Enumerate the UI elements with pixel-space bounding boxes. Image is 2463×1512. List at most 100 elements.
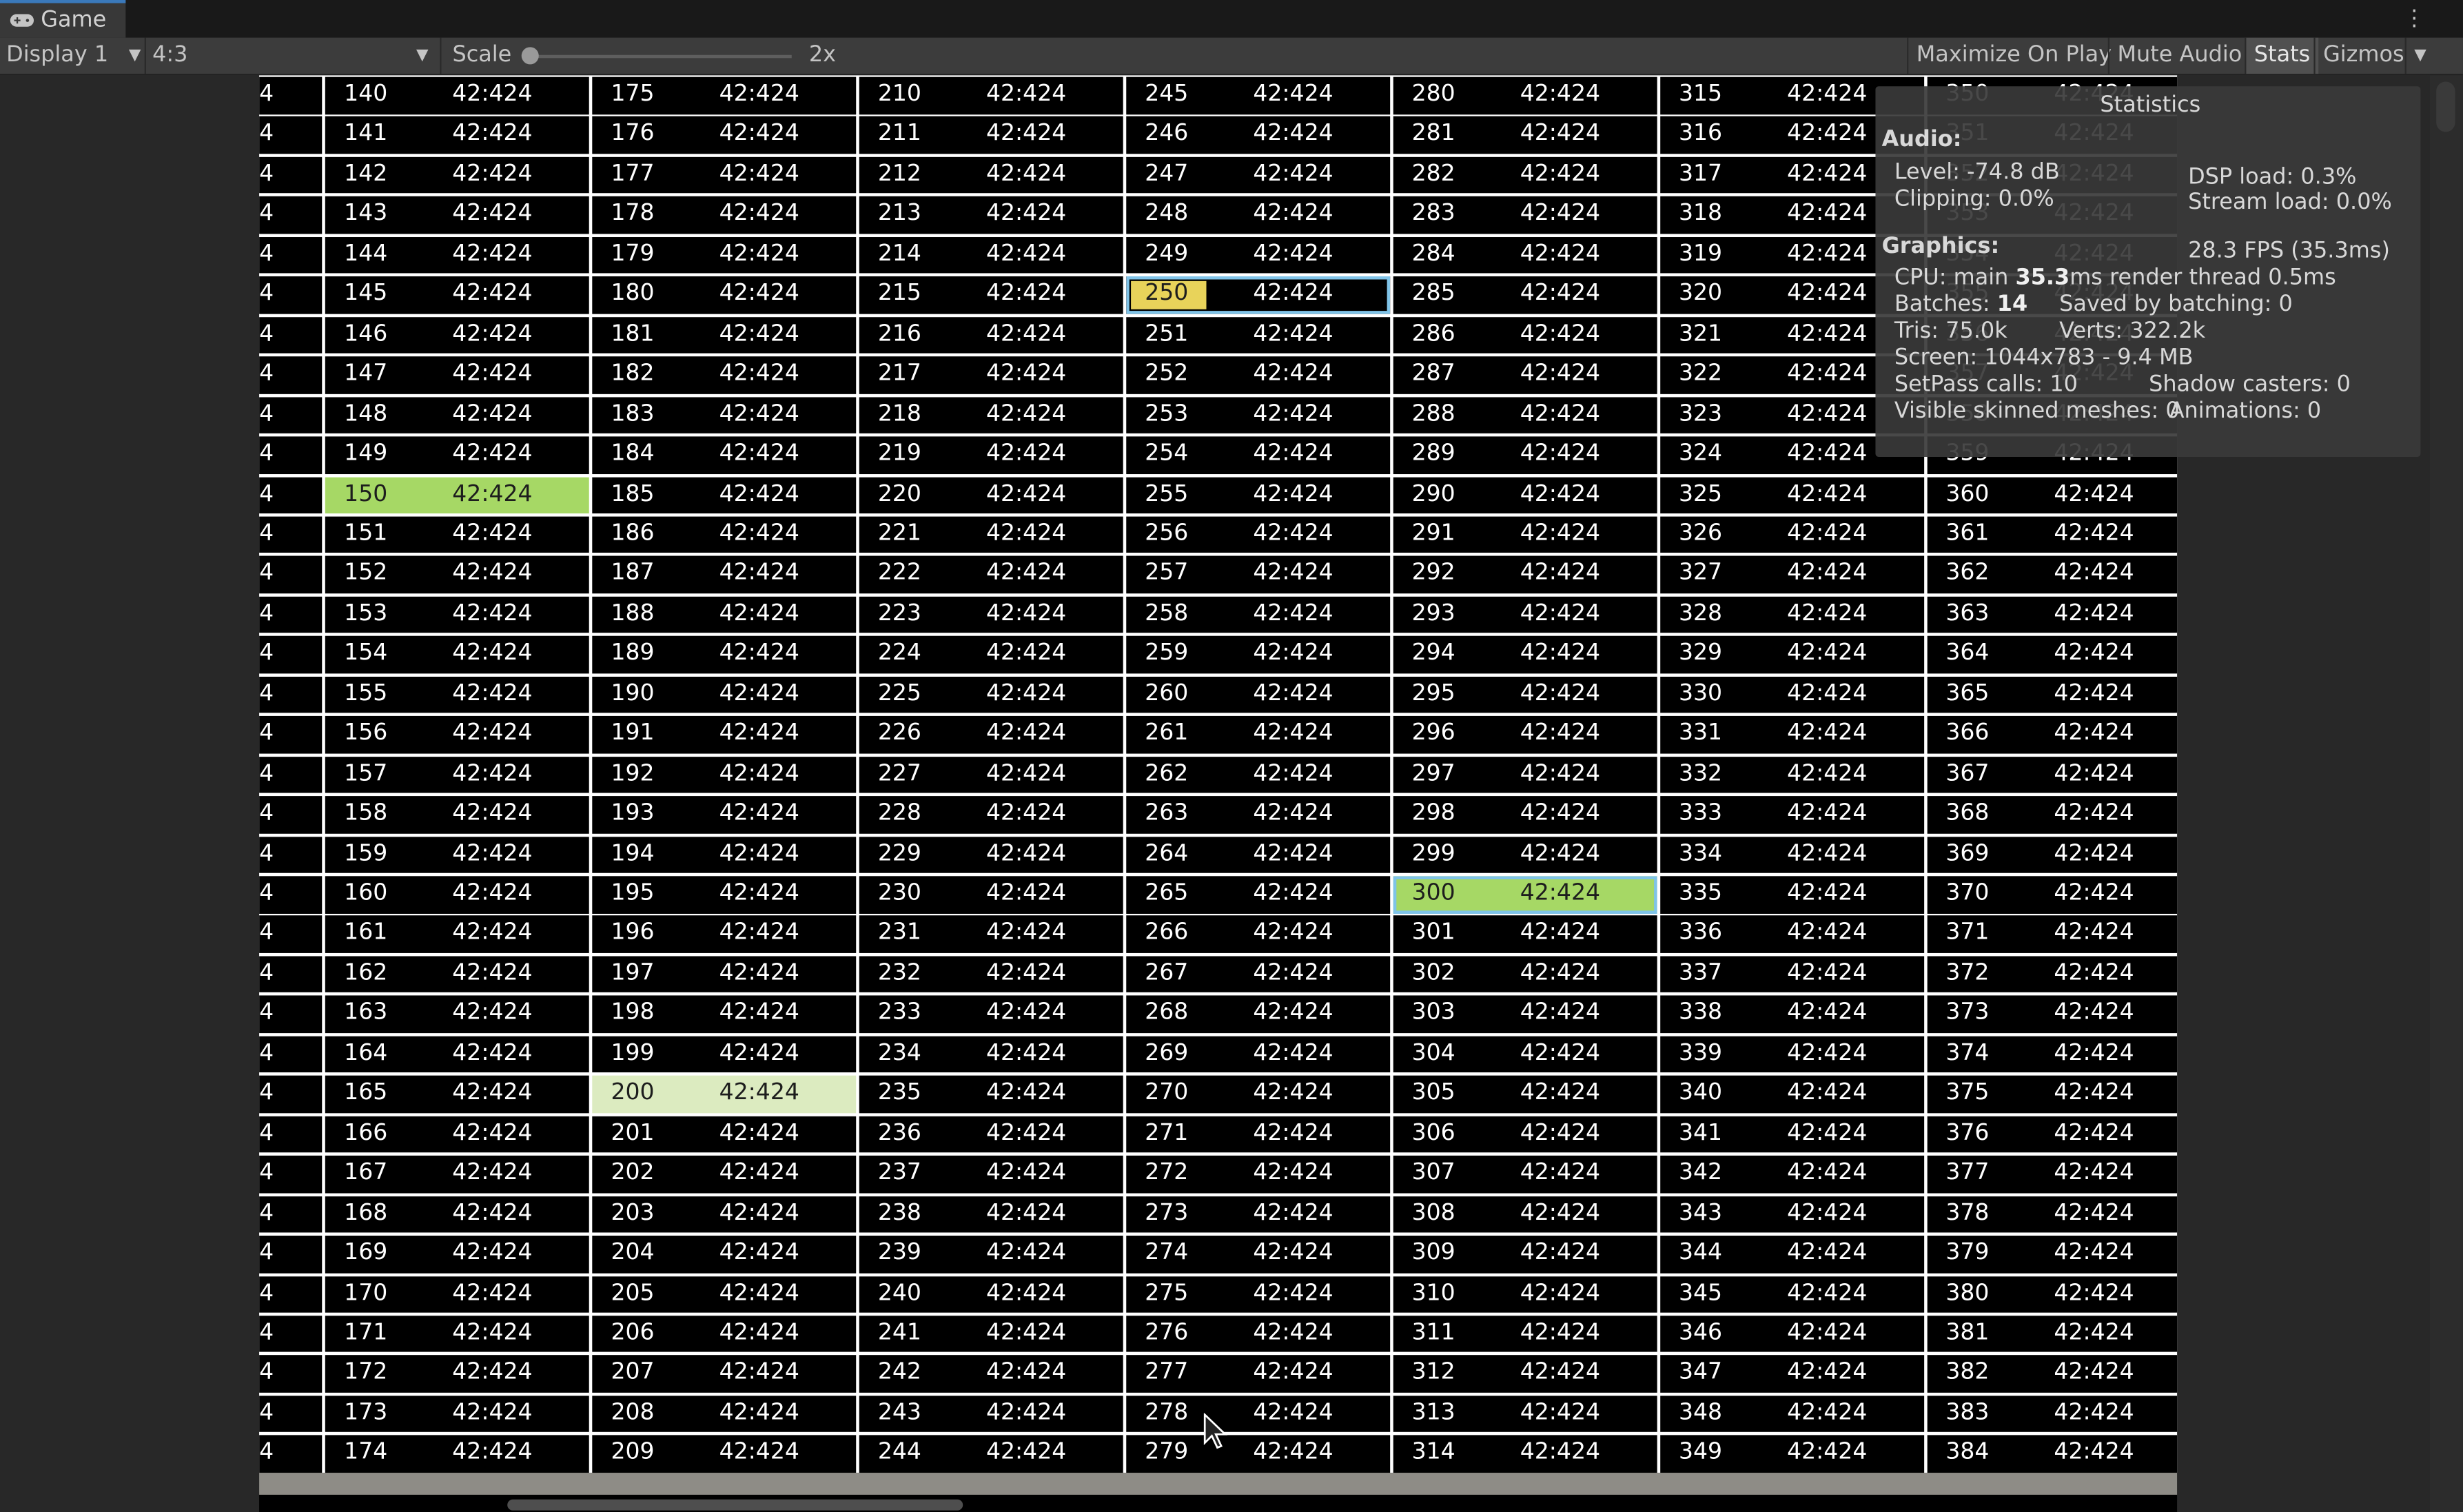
table-cell[interactable]: 235 42:424 xyxy=(859,1076,1123,1113)
table-cell[interactable]: 327 42:424 xyxy=(1659,556,1924,593)
table-cell[interactable]: 162 42:424 xyxy=(325,956,589,993)
table-cell[interactable]: 214 42:424 xyxy=(859,236,1123,274)
table-cell[interactable]: 314 42:424 xyxy=(1393,1436,1657,1473)
table-cell[interactable]: 280 42:424 xyxy=(1393,76,1657,114)
table-cell[interactable]: 168 42:424 xyxy=(325,1196,589,1233)
table-cell[interactable]: 186 42:424 xyxy=(592,516,856,553)
table-cell[interactable]: 192 42:424 xyxy=(592,756,856,793)
table-cell[interactable]: 360 42:424 xyxy=(1926,476,2178,514)
table-cell[interactable]: 143 42:424 xyxy=(325,196,589,234)
table-cell[interactable]: 372 42:424 xyxy=(1926,956,2178,993)
table-cell[interactable]: 144 42:424 xyxy=(325,236,589,274)
table-cell[interactable]: 260 42:424 xyxy=(1125,676,1390,713)
table-cell[interactable]: 148 42:424 xyxy=(325,396,589,434)
table-cell[interactable]: 289 42:424 xyxy=(1393,436,1657,474)
table-cell[interactable]: 151 42:424 xyxy=(325,516,589,553)
table-cell[interactable]: 213 42:424 xyxy=(859,196,1123,234)
table-cell[interactable]: 292 42:424 xyxy=(1393,556,1657,593)
aspect-dropdown[interactable]: 4:3 ▼ xyxy=(152,38,432,74)
scale-slider[interactable] xyxy=(527,54,792,59)
table-cell[interactable]: 313 42:424 xyxy=(1393,1396,1657,1433)
table-cell[interactable]: 334 42:424 xyxy=(1659,836,1924,873)
table-cell[interactable]: 264 42:424 xyxy=(1125,836,1390,873)
table-cell[interactable]: 326 42:424 xyxy=(1659,516,1924,553)
table-cell[interactable]: 337 42:424 xyxy=(1659,956,1924,993)
table-cell[interactable]: 263 42:424 xyxy=(1125,796,1390,833)
table-cell[interactable]: 299 42:424 xyxy=(1393,836,1657,873)
table-cell[interactable]: 366 42:424 xyxy=(1926,716,2178,753)
table-cell[interactable]: 255 42:424 xyxy=(1125,476,1390,514)
table-cell[interactable]: 245 42:424 xyxy=(1125,76,1390,114)
table-cell[interactable]: 362 42:424 xyxy=(1926,556,2178,593)
table-cell[interactable]: 282 42:424 xyxy=(1393,156,1657,194)
table-cell[interactable]: 287 42:424 xyxy=(1393,356,1657,394)
table-cell[interactable]: 230 42:424 xyxy=(859,876,1123,913)
table-cell[interactable]: 210 42:424 xyxy=(859,76,1123,114)
table-cell[interactable]: 198 42:424 xyxy=(592,996,856,1033)
table-cell[interactable]: 274 42:424 xyxy=(1125,1236,1390,1273)
table-cell[interactable]: 153 42:424 xyxy=(325,596,589,633)
table-cell[interactable]: 336 42:424 xyxy=(1659,916,1924,953)
table-cell[interactable]: 381 42:424 xyxy=(1926,1316,2178,1353)
table-cell[interactable]: 361 42:424 xyxy=(1926,516,2178,553)
table-cell[interactable]: 302 42:424 xyxy=(1393,956,1657,993)
table-cell[interactable]: 374 42:424 xyxy=(1926,1036,2178,1073)
table-cell[interactable]: 367 42:424 xyxy=(1926,756,2178,793)
table-cell[interactable]: 272 42:424 xyxy=(1125,1156,1390,1193)
table-cell[interactable]: 157 42:424 xyxy=(325,756,589,793)
table-cell[interactable]: 330 42:424 xyxy=(1659,676,1924,713)
table-cell[interactable]: 248 42:424 xyxy=(1125,196,1390,234)
mute-audio-button[interactable]: Mute Audio xyxy=(2107,37,2250,74)
table-cell[interactable]: 303 42:424 xyxy=(1393,996,1657,1033)
table-cell[interactable]: 365 42:424 xyxy=(1926,676,2178,713)
table-cell[interactable]: 345 42:424 xyxy=(1659,1276,1924,1313)
table-cell[interactable]: 222 42:424 xyxy=(859,556,1123,593)
table-cell[interactable]: 200 42:424 xyxy=(592,1076,856,1113)
table-cell[interactable]: 278 42:424 xyxy=(1125,1396,1390,1433)
table-cell[interactable]: 298 42:424 xyxy=(1393,796,1657,833)
table-cell[interactable]: 346 42:424 xyxy=(1659,1316,1924,1353)
table-cell[interactable]: 188 42:424 xyxy=(592,596,856,633)
table-cell[interactable]: 338 42:424 xyxy=(1659,996,1924,1033)
table-cell[interactable]: 348 42:424 xyxy=(1659,1396,1924,1433)
table-cell[interactable]: 229 42:424 xyxy=(859,836,1123,873)
table-cell[interactable]: 156 42:424 xyxy=(325,716,589,753)
table-cell[interactable]: 226 42:424 xyxy=(859,716,1123,753)
table-cell[interactable]: 220 42:424 xyxy=(859,476,1123,514)
table-cell[interactable]: 371 42:424 xyxy=(1926,916,2178,953)
table-cell[interactable]: 262 42:424 xyxy=(1125,756,1390,793)
table-cell[interactable]: 379 42:424 xyxy=(1926,1236,2178,1273)
table-cell[interactable]: 378 42:424 xyxy=(1926,1196,2178,1233)
table-cell[interactable]: 183 42:424 xyxy=(592,396,856,434)
table-cell[interactable]: 223 42:424 xyxy=(859,596,1123,633)
vertical-scrollbar[interactable] xyxy=(2430,75,2463,1512)
table-cell[interactable]: 277 42:424 xyxy=(1125,1356,1390,1393)
table-cell[interactable]: 224 42:424 xyxy=(859,636,1123,673)
table-cell[interactable]: 150 42:424 xyxy=(325,476,589,514)
stats-button[interactable]: Stats xyxy=(2245,37,2318,74)
table-cell[interactable]: 177 42:424 xyxy=(592,156,856,194)
table-cell[interactable]: 207 42:424 xyxy=(592,1356,856,1393)
table-cell[interactable]: 175 42:424 xyxy=(592,76,856,114)
table-cell[interactable]: 203 42:424 xyxy=(592,1196,856,1233)
table-cell[interactable]: 145 42:424 xyxy=(325,276,589,314)
table-cell[interactable]: 296 42:424 xyxy=(1393,716,1657,753)
table-cell[interactable]: 347 42:424 xyxy=(1659,1356,1924,1393)
table-cell[interactable]: 295 42:424 xyxy=(1393,676,1657,713)
table-cell[interactable]: 166 42:424 xyxy=(325,1116,589,1153)
table-cell[interactable]: 208 42:424 xyxy=(592,1396,856,1433)
table-cell[interactable]: 252 42:424 xyxy=(1125,356,1390,394)
table-cell[interactable]: 291 42:424 xyxy=(1393,516,1657,553)
table-cell[interactable]: 158 42:424 xyxy=(325,796,589,833)
table-cell[interactable]: 205 42:424 xyxy=(592,1276,856,1313)
table-cell[interactable]: 164 42:424 xyxy=(325,1036,589,1073)
table-cell[interactable]: 242 42:424 xyxy=(859,1356,1123,1393)
table-cell[interactable]: 171 42:424 xyxy=(325,1316,589,1353)
table-cell[interactable]: 270 42:424 xyxy=(1125,1076,1390,1113)
table-cell[interactable]: 179 42:424 xyxy=(592,236,856,274)
table-cell[interactable]: 266 42:424 xyxy=(1125,916,1390,953)
table-cell[interactable]: 199 42:424 xyxy=(592,1036,856,1073)
table-cell[interactable]: 234 42:424 xyxy=(859,1036,1123,1073)
table-cell[interactable]: 312 42:424 xyxy=(1393,1356,1657,1393)
table-cell[interactable]: 160 42:424 xyxy=(325,876,589,913)
